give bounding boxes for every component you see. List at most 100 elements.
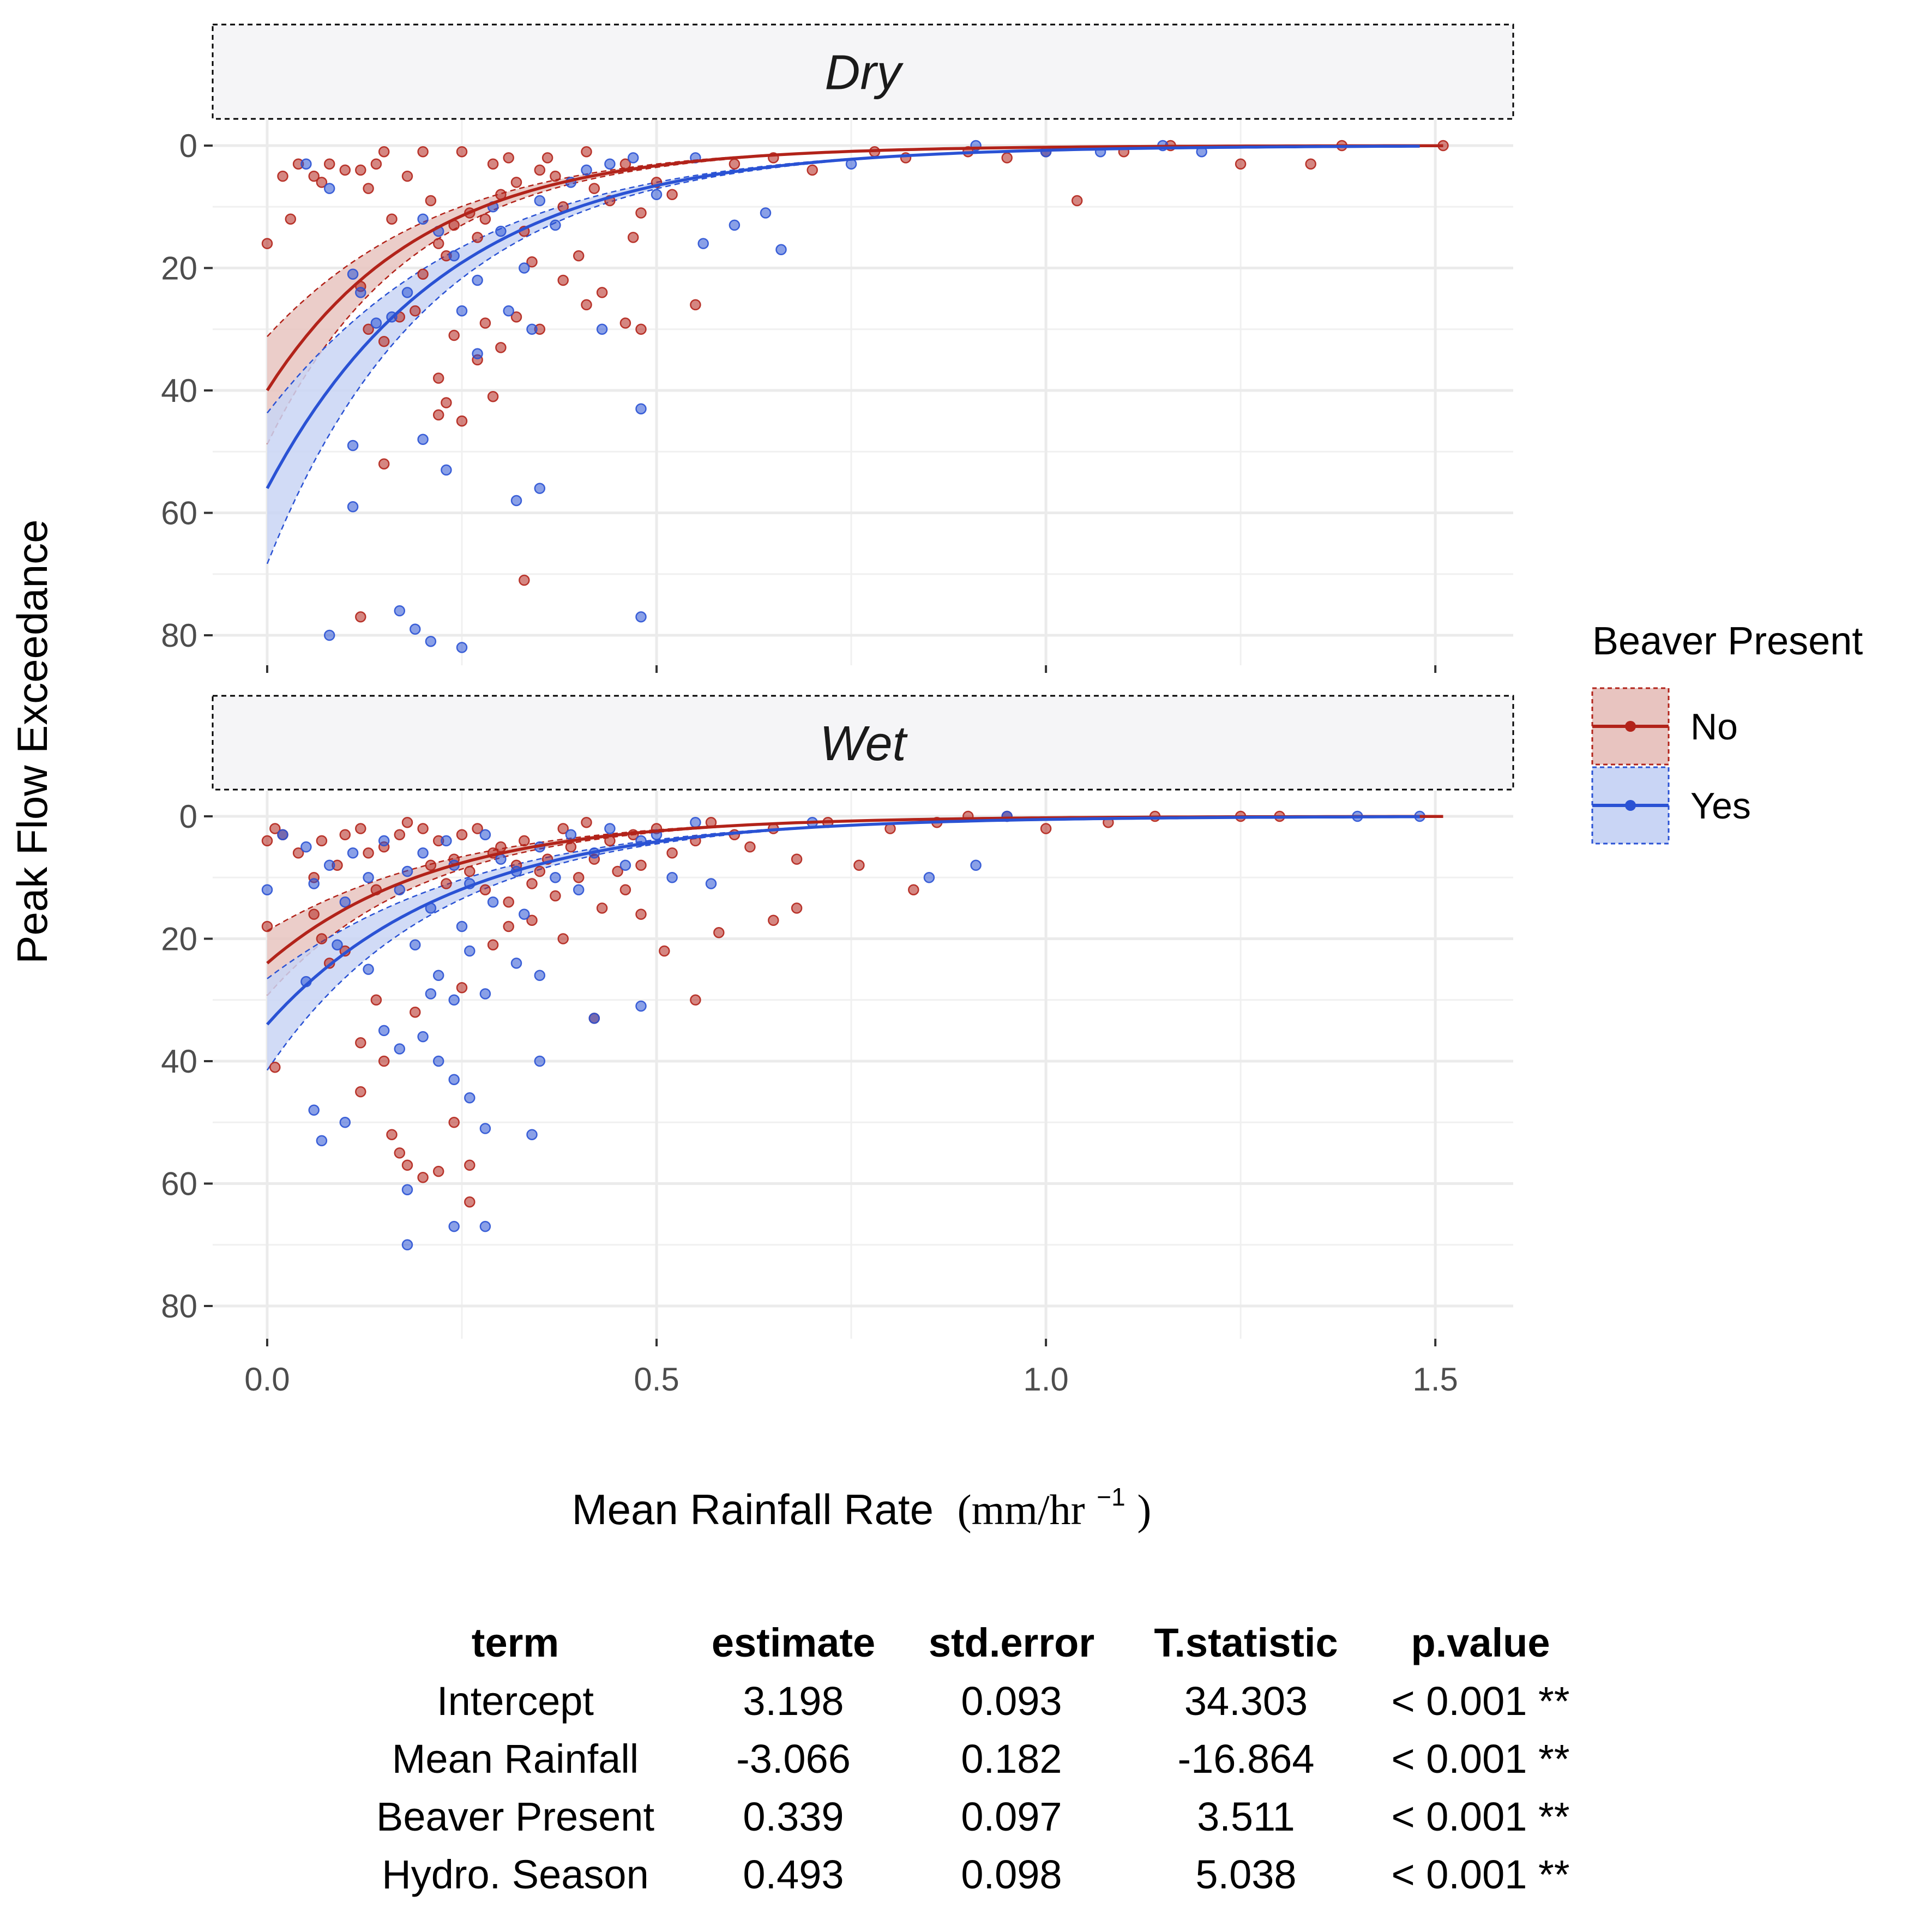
data-point-no (456, 829, 468, 840)
data-point-no (557, 933, 569, 944)
data-point-no (417, 146, 429, 158)
data-point-no (316, 933, 328, 944)
data-point-yes (464, 945, 476, 957)
data-point-yes (604, 158, 616, 170)
table-cell: < 0.001 ** (1391, 1794, 1569, 1839)
data-point-no (363, 847, 374, 859)
data-point-yes (448, 1220, 460, 1232)
data-point-no (355, 611, 366, 623)
data-point-no (487, 158, 499, 170)
regression-table: term estimate std.error T.statistic p.value I… (376, 1620, 1570, 1897)
data-point-no (386, 1129, 398, 1140)
data-point-yes (479, 1123, 491, 1134)
legend-point-no (1625, 721, 1636, 732)
data-point-no (456, 982, 468, 994)
x-axis-title-superscript: −1 (1097, 1483, 1125, 1511)
confidence-lower-yes (266, 816, 1420, 1071)
data-point-yes (550, 872, 561, 883)
data-point-yes (970, 859, 982, 871)
data-point-yes (410, 623, 421, 635)
data-point-yes (347, 501, 359, 513)
data-point-yes (347, 440, 359, 452)
data-point-yes (456, 305, 468, 317)
data-point-yes (370, 317, 382, 329)
facet-strip-label: Dry (825, 46, 904, 100)
data-point-yes (347, 268, 359, 280)
data-point-no (269, 823, 281, 834)
y-tick-label: 40 (161, 1043, 197, 1080)
data-point-yes (472, 274, 483, 286)
data-point-no (448, 1117, 460, 1128)
data-point-no (308, 908, 320, 920)
x-axis-title-units: (mm/hr (958, 1486, 1085, 1533)
data-point-yes (510, 495, 522, 507)
data-point-no (495, 342, 507, 353)
y-tick-label: 20 (161, 921, 197, 958)
data-point-no (472, 232, 483, 243)
data-point-no (1001, 152, 1013, 164)
data-point-yes (394, 1043, 406, 1055)
data-point-no (401, 170, 413, 182)
table-cell: 0.339 (743, 1794, 844, 1839)
data-point-no (355, 823, 366, 834)
data-point-yes (534, 1055, 546, 1067)
data-point-yes (425, 635, 437, 647)
y-tick-label: 80 (161, 1288, 197, 1325)
data-point-yes (323, 859, 335, 871)
data-point-no (713, 927, 725, 938)
data-point-no (557, 823, 569, 834)
data-point-no (316, 835, 328, 847)
data-point-no (510, 311, 522, 323)
data-point-no (853, 859, 865, 871)
data-point-yes (472, 348, 483, 359)
data-point-yes (697, 238, 709, 249)
data-point-no (432, 409, 444, 421)
data-point-no (417, 268, 429, 280)
data-point-yes (604, 823, 616, 834)
data-point-no (627, 232, 639, 243)
data-point-no (519, 574, 530, 586)
data-point-yes (534, 483, 546, 494)
data-point-yes (432, 1055, 444, 1067)
data-point-yes (425, 988, 437, 1000)
table-cell: 34.303 (1184, 1678, 1308, 1724)
data-point-yes (487, 896, 499, 908)
data-point-yes (308, 878, 320, 889)
data-point-yes (417, 434, 429, 446)
x-tick-label: 0.0 (244, 1361, 290, 1398)
data-point-no (1235, 158, 1247, 170)
data-point-no (635, 859, 647, 871)
data-point-no (666, 189, 678, 201)
legend-point-yes (1625, 800, 1636, 811)
table-cell: Beaver Present (376, 1794, 654, 1839)
data-point-yes (401, 865, 413, 877)
data-point-no (441, 397, 452, 408)
data-point-no (526, 878, 538, 889)
data-point-yes (456, 642, 468, 653)
data-point-yes (448, 250, 460, 262)
data-point-no (339, 164, 351, 176)
data-point-yes (401, 1239, 413, 1251)
x-tick-label: 1.5 (1412, 1361, 1458, 1398)
data-point-no (550, 170, 561, 182)
data-point-yes (456, 920, 468, 932)
y-tick-label: 80 (161, 617, 197, 654)
data-point-no (378, 335, 390, 347)
data-point-yes (378, 835, 390, 847)
data-point-yes (729, 219, 741, 231)
data-point-no (768, 914, 779, 926)
data-point-yes (417, 213, 429, 225)
data-point-no (487, 939, 499, 950)
facet-strip-label: Wet (820, 717, 908, 771)
data-point-no (581, 146, 592, 158)
data-point-no (635, 323, 647, 335)
grid-layer (213, 120, 1513, 1339)
table-cell: Mean Rainfall (392, 1736, 639, 1781)
axis-layer: 0 20 40 60 80 0 20 40 60 80 0.0 0.5 1.0 1.5 (161, 128, 1458, 1398)
data-point-no (534, 164, 546, 176)
data-point-no (495, 841, 507, 853)
table-cell: 5.038 (1195, 1852, 1296, 1897)
data-point-no (432, 372, 444, 384)
data-point-yes (339, 896, 351, 908)
